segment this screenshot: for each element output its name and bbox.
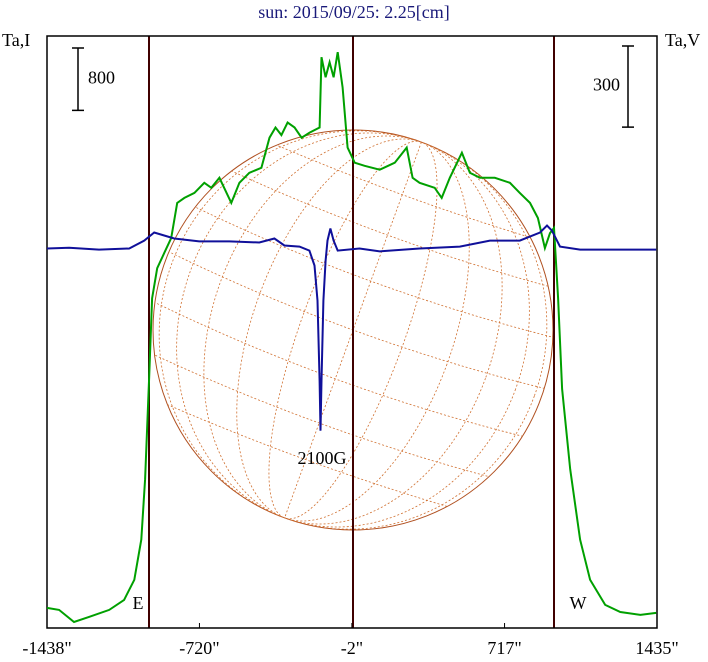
annotation: E <box>133 593 144 613</box>
x-tick-label: 717" <box>487 638 521 658</box>
chart-title: sun: 2015/09/25: 2.25[cm] <box>258 2 450 22</box>
series-line <box>46 52 657 624</box>
x-tick-label: -2" <box>341 638 363 658</box>
y2-axis-label: Ta,V <box>665 30 700 50</box>
x-tick-label: -1438" <box>22 638 71 658</box>
scale-bar-label: 300 <box>593 75 620 95</box>
x-tick-label: -720" <box>179 638 219 658</box>
x-tick-label: 1435" <box>635 638 678 658</box>
annotation: W <box>570 593 587 613</box>
series-line <box>46 224 657 431</box>
scale-bar <box>72 47 84 112</box>
limb-lines <box>148 36 555 628</box>
scale-bar-label: 800 <box>88 67 115 87</box>
scale-bar <box>622 45 634 128</box>
annotation: 2100G <box>298 448 347 468</box>
y-axis-label: Ta,I <box>2 30 30 50</box>
